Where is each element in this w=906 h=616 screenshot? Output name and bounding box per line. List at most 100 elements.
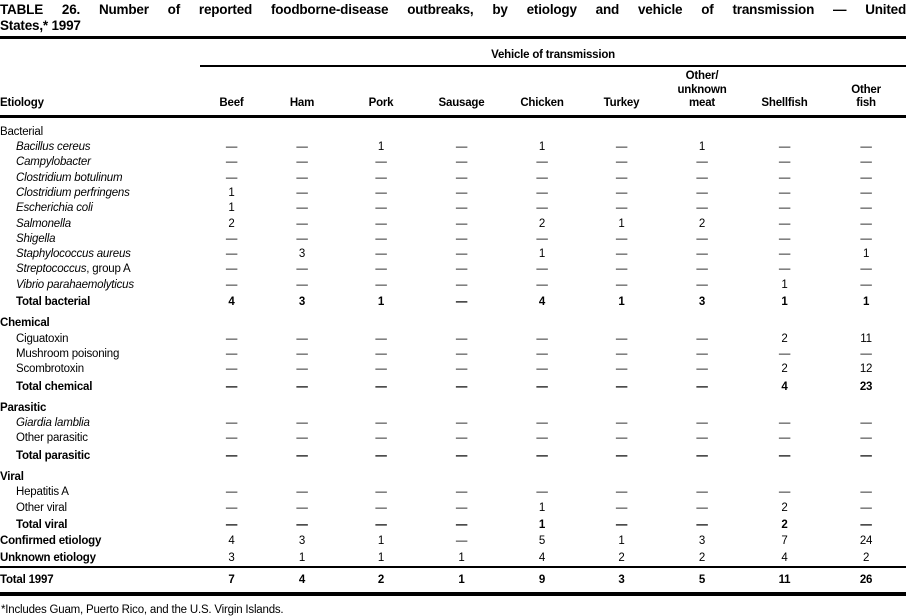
table-row: Total bacterial 4 3 1 — 4 1 3 1 1 [0,293,906,310]
value-cell: — [615,156,628,169]
value-cell: — [375,501,387,514]
value-cell: — [860,263,872,276]
value-cell: — [375,449,387,462]
value-cell: 1 [228,186,235,199]
value-cell: — [455,535,468,548]
table-row: Shigella — — — — — — — — — [0,232,906,247]
value-cell: 3 [698,535,706,548]
value-cell: 1 [538,248,546,261]
value-cell: — [536,202,548,215]
table-title-line1: TABLE 26. Number of reported foodborne-d… [0,2,906,17]
value-cell: — [455,278,468,291]
etiology-column-header: Etiology [0,66,200,118]
value-cell: — [860,417,872,430]
value-cell: — [455,380,468,393]
value-cell: — [375,278,387,291]
row-label: Total bacterial [16,296,91,309]
value-cell: — [536,363,548,376]
table-row: Chemical [0,310,906,331]
value-cell: 2 [341,565,421,597]
value-cell: — [696,171,708,184]
value-cell [341,310,421,331]
value-cell: — [860,186,872,199]
value-cell: — [778,202,791,215]
value-cell: — [696,380,708,393]
value-cell: — [615,248,628,261]
row-label: Clostridium botulinum [16,171,123,184]
value-cell [421,464,502,485]
value-cell [263,464,341,485]
value-cell: — [778,141,791,154]
table-row: Total viral — — — — 1 — — 2 — [0,516,906,533]
value-cell: — [375,232,387,245]
value-cell: — [615,347,628,360]
row-label: Bacterial [0,125,43,138]
outbreaks-table: Vehicle of transmission Etiology Beef Ham… [0,39,906,597]
table-row: Hepatitis A — — — — — — — — — [0,485,906,500]
value-cell: — [455,232,468,245]
value-cell [263,310,341,331]
table-row: Ciguatoxin — — — — — — — 2 11 [0,332,906,347]
value-cell: — [296,486,308,499]
row-label: Salmonella [16,217,71,230]
value-cell: — [860,449,872,462]
value-cell: — [375,248,387,261]
table-row: Mushroom poisoning — — — — — — — — — [0,347,906,362]
value-cell: — [296,156,308,169]
value-cell: 1 [862,248,870,261]
table-row: Clostridium perfringens 1 — — — — — — — — [0,186,906,201]
value-cell: — [860,171,872,184]
value-cell [421,310,502,331]
value-cell: — [860,432,872,445]
value-cell: — [536,278,548,291]
row-label: Other parasitic [16,432,88,445]
value-cell: 3 [228,551,235,564]
value-cell [341,395,421,416]
value-cell: — [696,186,708,199]
value-cell: 2 [618,551,625,564]
column-header: Sausage [421,66,502,118]
value-cell: — [696,278,708,291]
row-label: Parasitic [0,401,47,414]
table-row: Unknown etiology 3 1 1 1 4 2 2 4 2 [0,550,906,567]
value-cell: 11 [743,565,826,597]
value-cell: — [696,202,708,215]
value-cell: — [375,417,387,430]
value-cell: 1 [538,518,546,531]
value-cell: 1 [298,551,306,564]
value-cell: 11 [860,332,872,345]
value-cell [743,310,826,331]
value-cell: — [536,186,548,199]
value-cell: 1 [421,565,502,597]
value-cell: — [375,263,387,276]
value-cell: — [696,248,708,261]
value-cell: 1 [862,296,870,309]
value-cell: 2 [862,551,870,564]
value-cell: — [375,363,387,376]
value-cell: — [225,278,238,291]
value-cell: — [778,186,791,199]
value-cell: 5 [661,565,743,597]
value-cell: — [375,486,387,499]
value-cell: — [296,186,308,199]
value-cell: — [536,432,548,445]
value-cell: — [696,363,708,376]
table-row: Total chemical — — — — — — — 4 23 [0,378,906,395]
value-cell: 7 [200,565,263,597]
value-cell [502,116,582,140]
value-cell: — [455,417,468,430]
value-cell: 1 [698,141,706,154]
value-cell: — [778,449,791,462]
value-cell: 4 [538,296,546,309]
value-cell [263,395,341,416]
value-cell: — [696,156,708,169]
value-cell: — [296,217,308,230]
value-cell: 4 [263,565,341,597]
value-cell [200,395,263,416]
row-label: Viral [0,471,24,484]
value-cell: — [296,202,308,215]
group-header-row: Vehicle of transmission [0,39,906,68]
value-cell [582,464,661,485]
value-cell: — [455,363,468,376]
